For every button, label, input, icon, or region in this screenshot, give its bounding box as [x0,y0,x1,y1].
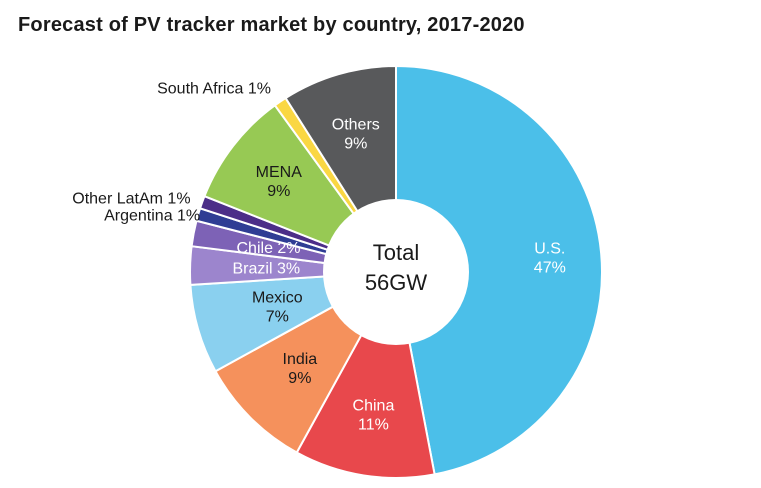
center-label-total: Total [372,240,420,265]
slice-label-u-s: U.S. 47% [534,240,566,276]
slice-label-mena: MENA 9% [256,164,303,200]
slice-label-china: China 11% [353,397,395,433]
slice-label-south-africa: South Africa 1% [157,80,271,97]
pie-slice-u-s [395,64,603,476]
slice-label-chile: Chile 2% [237,240,301,257]
slice-label-mexico: Mexico 7% [252,289,303,325]
slice-label-other-latam: Other LatAm 1% [72,191,190,208]
slice-label-others: Others 9% [332,117,380,153]
slice-label-brazil: Brazil 3% [232,260,300,277]
slice-label-argentina: Argentina 1% [104,208,200,225]
slice-label-india: India 9% [283,351,318,387]
donut-hole [323,199,469,345]
donut-center-label: Total 56GW [365,238,427,298]
chart-title: Forecast of PV tracker market by country… [18,14,525,36]
center-label-value: 56GW [364,270,428,295]
